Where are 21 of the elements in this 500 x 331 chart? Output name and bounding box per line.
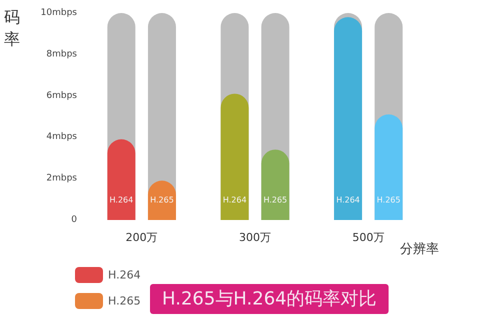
text: H.265 [376, 196, 400, 204]
y-tick-label: 6mbps [46, 90, 78, 101]
text: H.264 [222, 196, 247, 204]
y-tick-label: 2mbps [46, 174, 78, 184]
y-tick-label: 8mbps [46, 49, 78, 60]
x-tick-label: 200万 [126, 231, 158, 244]
text: H.265与H.264的码率对比 [162, 288, 377, 310]
x-tick-label: 500万 [352, 231, 384, 244]
y-tick-label: 10mbps [40, 8, 78, 18]
bar [334, 17, 362, 220]
y-axis-title: 码率 [4, 8, 20, 48]
text: H.265 [263, 196, 288, 204]
text: H.264 [110, 196, 134, 204]
x-axis-title: 分辨率 [400, 241, 439, 257]
x-tick-label: 300万 [239, 231, 271, 244]
text: H.265 [150, 196, 174, 204]
y-tick-label: 4mbps [46, 132, 78, 142]
text: H.264 [336, 196, 360, 204]
legend-label: H.265 [108, 294, 141, 308]
legend-label: H.264 [108, 268, 141, 282]
y-tick-label: 0 [71, 215, 78, 225]
